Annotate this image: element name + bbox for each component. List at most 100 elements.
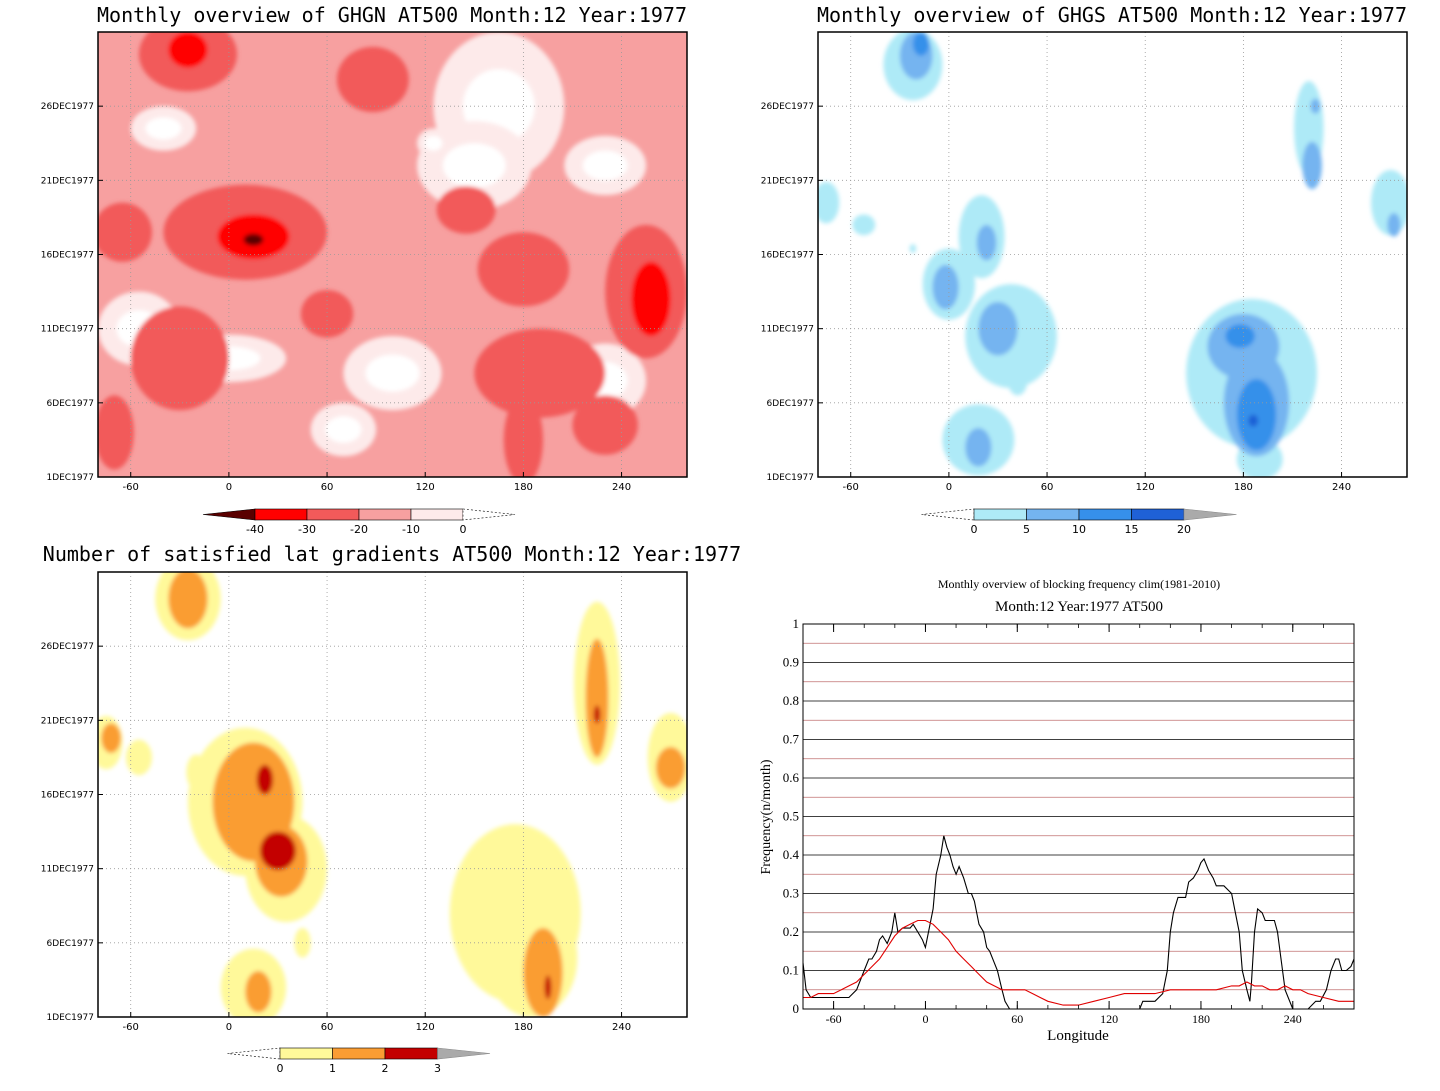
contour-ghgs-4 xyxy=(852,214,876,236)
freq-y-tick-label-5: 0.5 xyxy=(783,809,799,824)
y-tick-label-5: 26DEC1977 xyxy=(41,102,94,112)
freq-x-tick-label-5: 240 xyxy=(1284,1012,1302,1026)
colorbar-box-3 xyxy=(410,508,464,521)
panel-gradients: Number of satisfied lat gradients AT500 … xyxy=(41,542,741,1075)
x-tick-label-5: 240 xyxy=(612,482,631,493)
x-tick-label-2: 60 xyxy=(1041,482,1054,493)
freq-x-tick-label-3: 120 xyxy=(1100,1012,1118,1026)
x-axis-ghgs: -60 0 60 120 180 240 xyxy=(843,472,1351,493)
x-tick-label-2: 60 xyxy=(321,1022,334,1033)
contour-ghgs-5 xyxy=(909,244,917,254)
colorbar-label-1: 1 xyxy=(329,1062,336,1075)
x-tick-label-4: 180 xyxy=(514,1022,533,1033)
y-tick-label-1: 6DEC1977 xyxy=(46,939,94,949)
x-tick-label-5: 240 xyxy=(612,1022,631,1033)
contour-gradients-18 xyxy=(245,971,272,1013)
colorbar-gradients: 0 1 2 3 xyxy=(227,1047,491,1075)
colorbar-box-2 xyxy=(358,508,412,521)
contour-white-9 xyxy=(582,150,628,181)
colorbar-label-0: 0 xyxy=(971,523,978,536)
contour-ghgs-9 xyxy=(1007,365,1028,396)
colorbar-extend-high xyxy=(437,1047,491,1060)
contour-ghgn-11 xyxy=(130,306,229,411)
contour-ghgn-6 xyxy=(477,232,570,307)
contour-gradients-20 xyxy=(593,705,601,724)
y-tick-label-4: 21DEC1977 xyxy=(41,716,94,726)
freq-y-tick-label-0: 0 xyxy=(793,1001,800,1016)
contour-ghgs-23 xyxy=(912,32,930,56)
colorbar-box-0 xyxy=(254,508,308,521)
contour-ghgn-15 xyxy=(631,261,671,337)
y-axis-gradients: 1DEC1977 6DEC1977 11DEC1977 16DEC1977 21DEC1… xyxy=(41,642,103,1023)
y-tick-label-2: 11DEC1977 xyxy=(41,865,94,875)
colorbar-label-3: 15 xyxy=(1125,523,1139,536)
colorbar-extend-high xyxy=(462,508,516,521)
y-tick-label-4: 21DEC1977 xyxy=(41,176,94,186)
title-frequency: Monthly overview of blocking frequency c… xyxy=(938,577,1220,591)
y-tick-label-3: 16DEC1977 xyxy=(41,251,94,261)
y-tick-label-2: 11DEC1977 xyxy=(41,325,94,335)
series-line-0 xyxy=(802,835,1355,1010)
panel-ghgs: Monthly overview of GHGS AT500 Month:12 … xyxy=(761,3,1408,536)
colorbar-extend-low xyxy=(202,508,256,521)
x-tick-label-2: 60 xyxy=(321,482,334,493)
contour-ghgn-8 xyxy=(300,290,354,338)
freq-y-tick-label-10: 1 xyxy=(793,616,800,631)
colorbar-box-0 xyxy=(973,508,1027,521)
colorbar-label-2: 2 xyxy=(382,1062,389,1075)
contour-ghgn-9 xyxy=(436,186,496,234)
colorbar-box-1 xyxy=(306,508,360,521)
colorbar-label-0: -40 xyxy=(246,523,264,536)
colorbar-box-0 xyxy=(279,1047,333,1060)
freq-y-tick-label-6: 0.6 xyxy=(783,770,800,785)
freq-y-tick-label-8: 0.8 xyxy=(783,693,799,708)
x-tick-label-3: 120 xyxy=(416,482,435,493)
contour-white-5 xyxy=(365,354,420,392)
y-tick-label-0: 1DEC1977 xyxy=(46,1013,94,1023)
freq-x-tick-label-2: 60 xyxy=(1011,1012,1023,1026)
colorbar-label-2: 10 xyxy=(1072,523,1086,536)
freq-y-tick-label-2: 0.2 xyxy=(783,924,799,939)
contour-ghgs-20 xyxy=(965,428,992,467)
freq-x-tick-label-0: -60 xyxy=(826,1012,842,1026)
colorbar-extend-low xyxy=(921,508,975,521)
contour-gradients-21 xyxy=(256,764,274,795)
plot-area-gradients xyxy=(98,572,687,1017)
x-tick-label-1: 0 xyxy=(226,482,232,493)
y-tick-label-0: 1DEC1977 xyxy=(46,473,94,483)
y-tick-label-1: 6DEC1977 xyxy=(766,399,814,409)
freq-y-tick-label-9: 0.9 xyxy=(783,655,799,670)
contour-gradients-13 xyxy=(585,638,609,758)
x-tick-label-4: 180 xyxy=(1234,482,1253,493)
freq-y-tick-label-4: 0.4 xyxy=(783,847,800,862)
contour-ghgs-24 xyxy=(1236,379,1277,451)
colorbar-label-3: 3 xyxy=(434,1062,441,1075)
colorbar-label-1: -30 xyxy=(298,523,316,536)
contour-ghgs-26 xyxy=(1248,414,1259,427)
colorbar-extend-high xyxy=(1183,508,1237,521)
x-tick-label-0: -60 xyxy=(123,1022,139,1033)
series-frequency xyxy=(802,835,1355,1010)
title-gradients: Number of satisfied lat gradients AT500 … xyxy=(43,542,741,566)
x-axis-frequency: -60 0 60 120 180 240 xyxy=(802,624,1355,1026)
contour-ghgs-19 xyxy=(978,301,1018,356)
grid-frequency xyxy=(803,623,1354,1010)
colorbar-extend-low xyxy=(227,1047,281,1060)
colorbar-box-2 xyxy=(384,1047,438,1060)
colorbar-label-3: -10 xyxy=(402,523,420,536)
contour-layer xyxy=(98,32,687,477)
contour-layer xyxy=(98,572,687,1017)
plot-area-ghgs xyxy=(818,32,1407,477)
contour-white-7 xyxy=(325,416,362,443)
contour-ghgn-13 xyxy=(168,32,208,68)
contour-gradients-15 xyxy=(101,723,121,753)
contour-white-2 xyxy=(145,117,182,140)
contour-gradients-23 xyxy=(544,975,552,1000)
x-tick-label-3: 120 xyxy=(1136,482,1155,493)
contour-gradients-19 xyxy=(523,928,563,1017)
xlabel-frequency: Longitude xyxy=(1047,1028,1109,1044)
freq-x-tick-label-1: 0 xyxy=(922,1012,928,1026)
freq-y-tick-label-1: 0.1 xyxy=(783,963,799,978)
contour-ghgs-25 xyxy=(1225,324,1255,348)
